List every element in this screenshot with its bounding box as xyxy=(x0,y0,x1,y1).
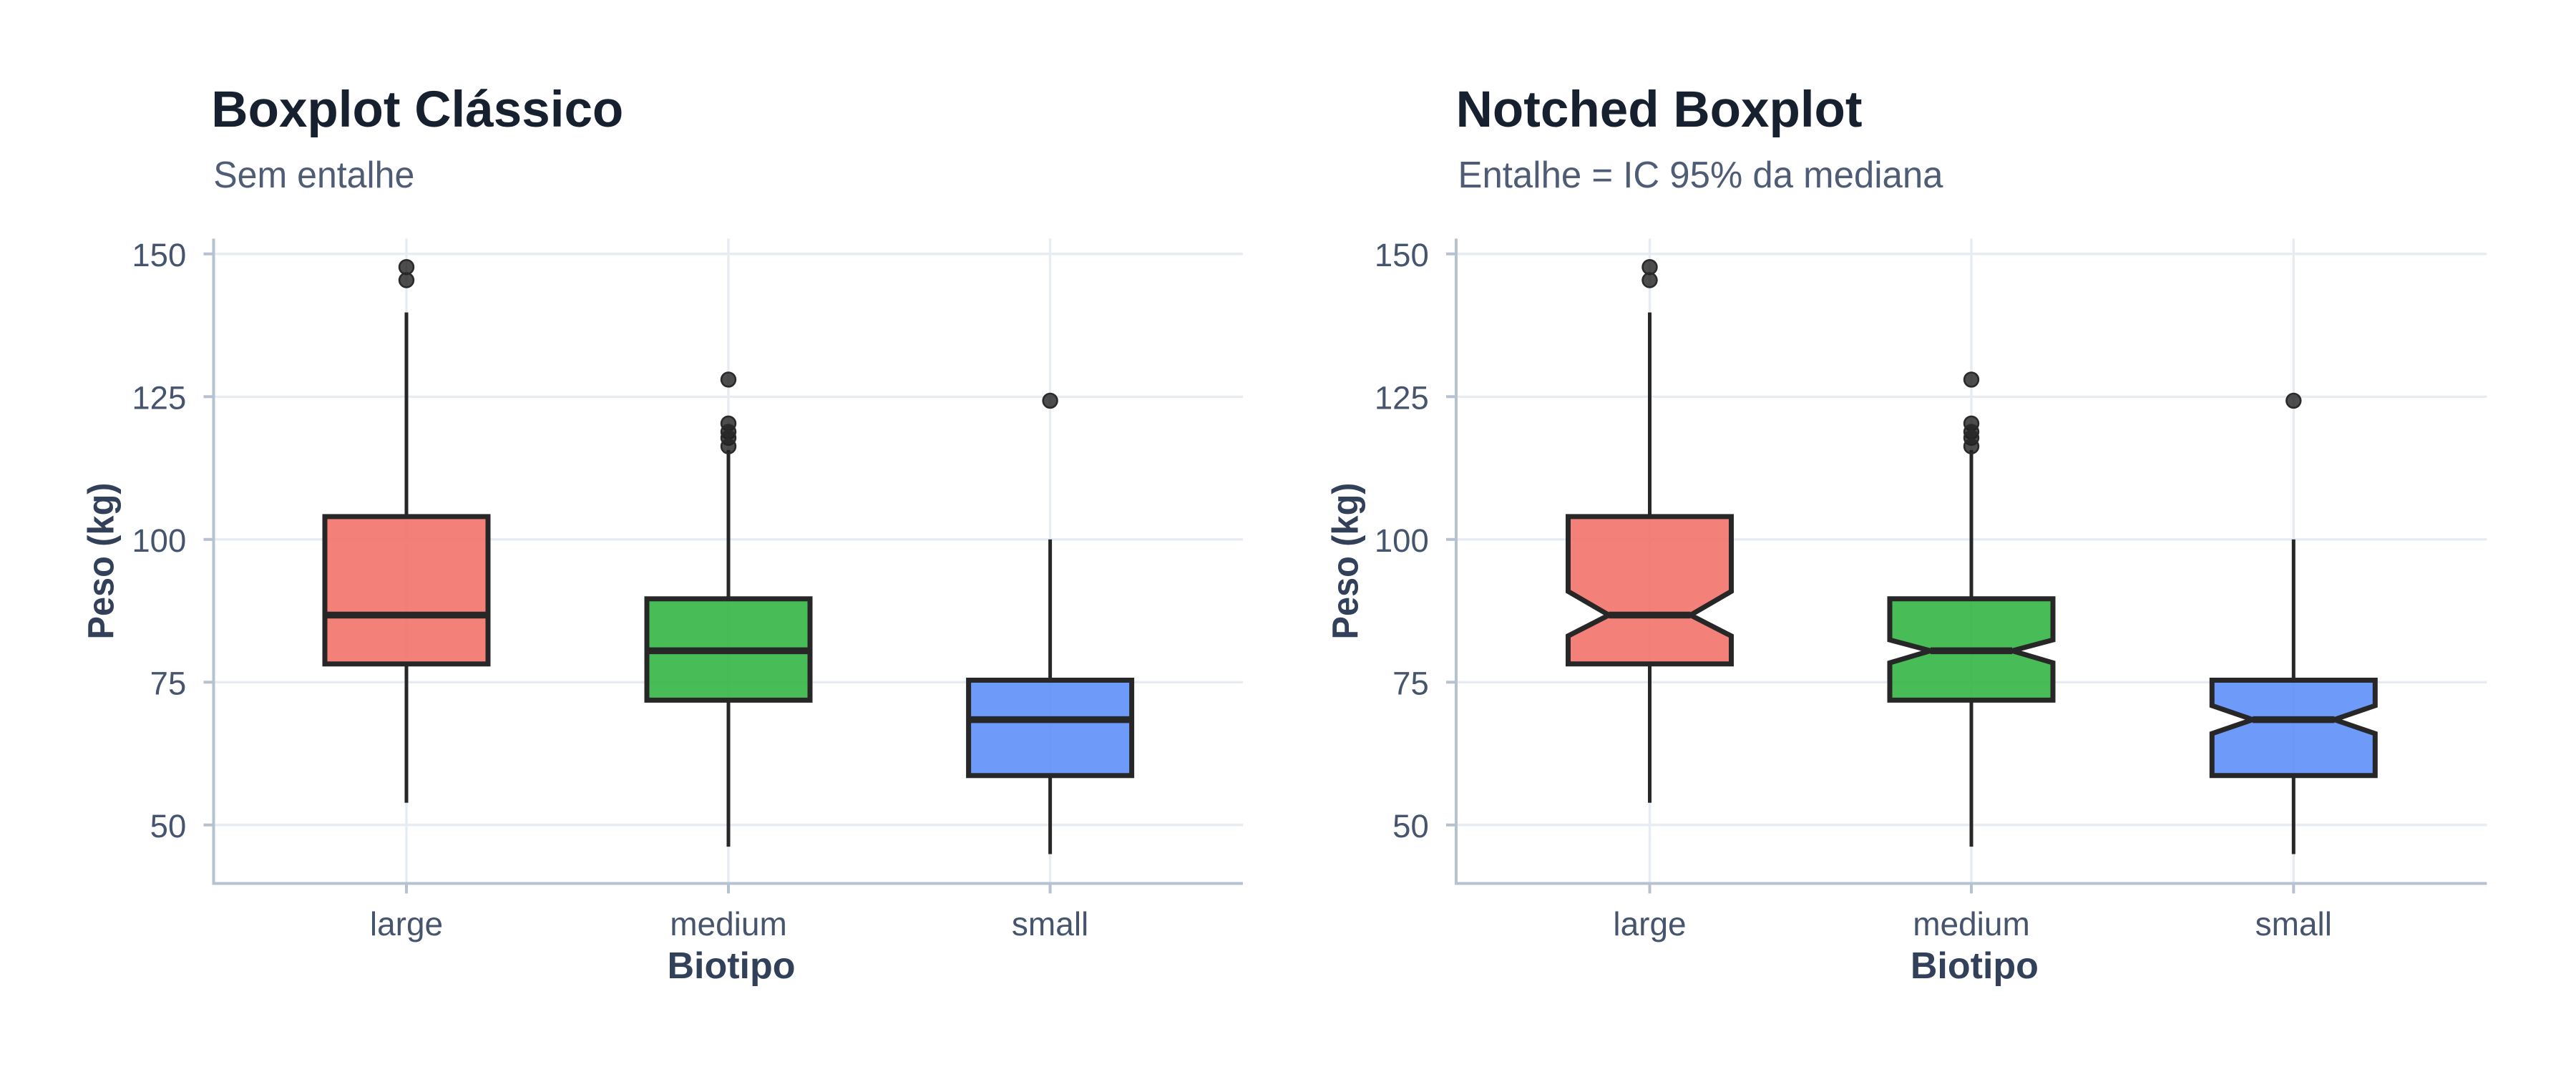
svg-text:Boxplot Clássico: Boxplot Clássico xyxy=(211,82,623,138)
svg-text:100: 100 xyxy=(132,522,186,559)
svg-text:Biotipo: Biotipo xyxy=(667,945,795,987)
svg-text:125: 125 xyxy=(132,380,186,416)
svg-text:50: 50 xyxy=(1392,808,1429,844)
svg-text:large: large xyxy=(1613,905,1686,942)
svg-text:150: 150 xyxy=(132,237,186,273)
svg-text:small: small xyxy=(2255,905,2332,942)
svg-text:small: small xyxy=(1012,905,1088,942)
svg-text:medium: medium xyxy=(670,905,787,942)
svg-text:100: 100 xyxy=(1375,522,1429,559)
svg-text:150: 150 xyxy=(1375,237,1429,273)
svg-text:125: 125 xyxy=(1375,380,1429,416)
svg-text:75: 75 xyxy=(150,666,187,702)
svg-text:50: 50 xyxy=(150,808,187,844)
svg-text:large: large xyxy=(370,905,443,942)
svg-text:Peso (kg): Peso (kg) xyxy=(1325,483,1366,640)
svg-text:75: 75 xyxy=(1392,666,1429,702)
svg-text:Entalhe = IC 95% da mediana: Entalhe = IC 95% da mediana xyxy=(1458,155,1943,196)
svg-text:Biotipo: Biotipo xyxy=(1911,945,2039,987)
svg-text:medium: medium xyxy=(1913,905,2030,942)
svg-text:Notched Boxplot: Notched Boxplot xyxy=(1456,82,1863,138)
svg-text:Sem entalhe: Sem entalhe xyxy=(213,155,414,196)
svg-text:Peso (kg): Peso (kg) xyxy=(81,483,122,640)
